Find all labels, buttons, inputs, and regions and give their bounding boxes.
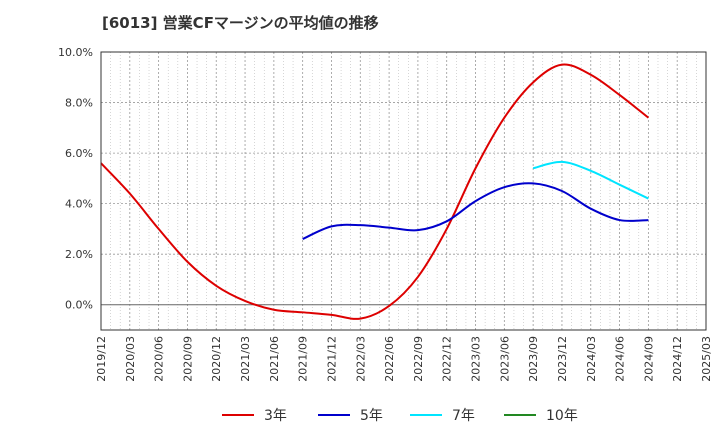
x-tick-label: 2024/06 <box>614 336 627 382</box>
x-tick-label: 2025/03 <box>700 336 713 382</box>
x-tick-label: 2019/12 <box>95 336 108 382</box>
legend-label: 7年 <box>452 408 475 424</box>
y-tick-label: 0.0% <box>65 299 93 312</box>
y-tick-label: 2.0% <box>65 248 93 261</box>
x-tick-label: 2021/09 <box>297 336 310 382</box>
x-tick-label: 2021/12 <box>325 336 338 382</box>
legend-item: 5年 <box>318 404 383 426</box>
series-line-2 <box>302 182 649 240</box>
plot-frame <box>100 51 707 331</box>
x-tick-label: 2022/06 <box>383 336 396 382</box>
legend: 3年 5年 7年 10年 <box>0 404 720 428</box>
legend-swatch <box>410 414 442 416</box>
x-tick-label: 2022/03 <box>354 336 367 382</box>
legend-item: 3年 <box>222 404 287 426</box>
legend-swatch <box>222 414 254 416</box>
x-tick-label: 2023/12 <box>556 336 569 382</box>
legend-item: 7年 <box>410 404 475 426</box>
x-tick-label: 2023/09 <box>527 336 540 382</box>
legend-swatch <box>504 414 536 416</box>
x-tick-label: 2020/09 <box>181 336 194 382</box>
x-tick-label: 2024/12 <box>671 336 684 382</box>
x-tick-label: 2022/09 <box>412 336 425 382</box>
series-line-1 <box>100 63 650 320</box>
legend-label: 3年 <box>264 408 287 424</box>
y-axis-ticks: 10.0% 8.0% 6.0% 4.0% 2.0% 0.0% <box>58 46 93 312</box>
x-tick-label: 2020/12 <box>210 336 223 382</box>
y-tick-label: 4.0% <box>65 198 93 211</box>
x-tick-label: 2020/06 <box>153 336 166 382</box>
x-tick-label: 2024/09 <box>642 336 655 382</box>
series-line-3 <box>532 160 649 200</box>
legend-label: 5年 <box>360 408 383 424</box>
legend-swatch <box>318 414 350 416</box>
x-tick-label: 2024/03 <box>585 336 598 382</box>
x-tick-label: 2023/06 <box>498 336 511 382</box>
series-lines <box>100 63 650 320</box>
y-tick-label: 10.0% <box>58 46 93 59</box>
x-tick-label: 2021/03 <box>239 336 252 382</box>
x-axis-ticks: 2019/12 2020/03 2020/06 2020/09 2020/12 2021/… <box>95 336 713 382</box>
x-tick-label: 2021/06 <box>268 336 281 382</box>
legend-item: 10年 <box>504 404 578 426</box>
line-chart: 10.0% 8.0% 6.0% 4.0% 2.0% 0.0% 2019/12 2020/03… <box>58 46 713 382</box>
legend-label: 10年 <box>546 408 578 424</box>
x-tick-label: 2020/03 <box>124 336 137 382</box>
grid <box>100 51 707 330</box>
y-tick-label: 8.0% <box>65 97 93 110</box>
x-tick-label: 2022/12 <box>441 336 454 382</box>
x-tick-label: 2023/03 <box>470 336 483 382</box>
y-tick-label: 6.0% <box>65 147 93 160</box>
chart-title: [6013] 営業CFマージンの平均値の推移 <box>102 14 379 32</box>
